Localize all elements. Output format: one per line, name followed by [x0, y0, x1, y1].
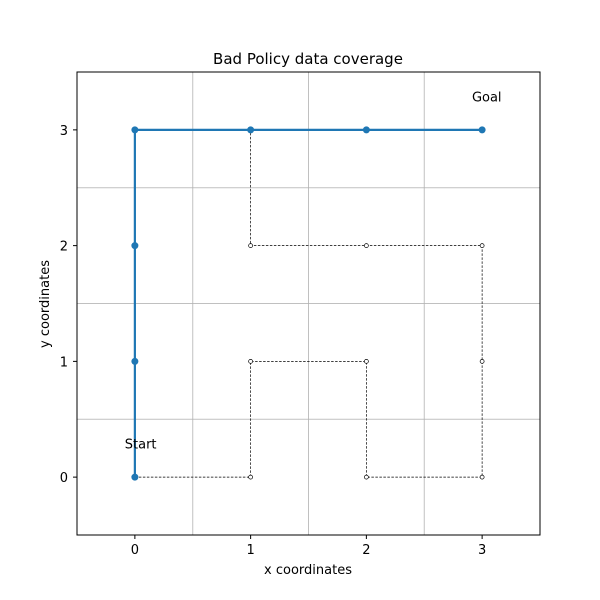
x-tick-label-2: 2: [362, 543, 370, 558]
plot-series: [131, 126, 486, 481]
series-1-point-6: [478, 126, 486, 134]
series-0-point-6: [479, 359, 485, 364]
series-0-point-5: [479, 474, 485, 480]
annotations: Start Goal: [125, 90, 502, 452]
series-1-point-5: [362, 126, 370, 134]
plot-frame: [76, 71, 541, 536]
series-0-point-9: [248, 243, 253, 248]
series-0-point-8: [364, 243, 369, 248]
annotation-goal: Goal: [472, 90, 502, 105]
x-tick-label-0: 0: [131, 543, 139, 558]
series-0-point-2: [248, 359, 253, 364]
series-0-point-3: [364, 359, 369, 364]
axes-ticks: 0 1 2 3 0 1 2 3: [60, 124, 487, 558]
series-0-point-1: [248, 474, 253, 480]
series-1-point-2: [131, 242, 139, 250]
series-0-point-7: [479, 243, 485, 248]
series-0-point-4: [364, 474, 369, 480]
grid: [77, 72, 540, 535]
x-axis-label: x coordinates: [264, 563, 352, 578]
y-tick-label-2: 2: [60, 240, 68, 255]
y-tick-label-0: 0: [60, 471, 68, 486]
series-1-point-0: [131, 473, 139, 481]
x-tick-label-1: 1: [246, 543, 254, 558]
series-1-point-1: [131, 357, 139, 365]
series-1-point-3: [131, 126, 139, 134]
y-tick-label-1: 1: [60, 355, 68, 370]
y-axis-label: y coordinates: [38, 260, 53, 348]
annotation-start: Start: [125, 438, 157, 453]
series-1-point-4: [247, 126, 255, 134]
chart-title: Bad Policy data coverage: [213, 50, 403, 68]
y-tick-label-3: 3: [60, 124, 68, 139]
x-tick-label-3: 3: [478, 543, 486, 558]
